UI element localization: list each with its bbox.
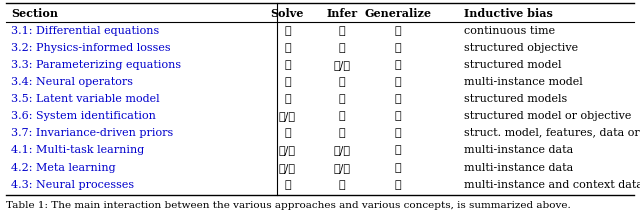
Text: Section: Section (11, 8, 58, 19)
Text: ✓: ✓ (394, 128, 401, 138)
Text: ✓/✗: ✓/✗ (279, 111, 296, 121)
Text: ✓/✗: ✓/✗ (333, 145, 351, 155)
Text: ✓: ✓ (284, 60, 291, 70)
Text: Infer: Infer (326, 8, 358, 19)
Text: ✓: ✓ (339, 111, 345, 121)
Text: continuous time: continuous time (464, 26, 556, 36)
Text: ✗: ✗ (284, 26, 291, 36)
Text: ✗: ✗ (394, 60, 401, 70)
Text: ✓: ✓ (339, 26, 345, 36)
Text: 3.7: Invariance-driven priors: 3.7: Invariance-driven priors (11, 128, 173, 138)
Text: multi-instance model: multi-instance model (464, 77, 583, 87)
Text: ✓/✗: ✓/✗ (333, 163, 351, 173)
Text: ✓: ✓ (394, 163, 401, 173)
Text: 3.1: Differential equations: 3.1: Differential equations (11, 26, 159, 36)
Text: multi-instance data: multi-instance data (464, 163, 573, 173)
Text: 4.2: Meta learning: 4.2: Meta learning (11, 163, 115, 173)
Text: ✓: ✓ (284, 180, 291, 190)
Text: structured objective: structured objective (464, 43, 579, 53)
Text: ✓/✗: ✓/✗ (279, 163, 296, 173)
Text: Generalize: Generalize (364, 8, 431, 19)
Text: Table 1: The main interaction between the various approaches and various concept: Table 1: The main interaction between th… (6, 201, 571, 210)
Text: ✓: ✓ (339, 94, 345, 104)
Text: multi-instance and context data: multi-instance and context data (464, 180, 640, 190)
Text: ✓: ✓ (284, 43, 291, 53)
Text: 3.3: Parameterizing equations: 3.3: Parameterizing equations (11, 60, 181, 70)
Text: ✓: ✓ (394, 180, 401, 190)
Text: structured model: structured model (464, 60, 562, 70)
Text: Inductive bias: Inductive bias (464, 8, 553, 19)
Text: ✗: ✗ (284, 77, 291, 87)
Text: structured models: structured models (464, 94, 568, 104)
Text: ✗: ✗ (394, 26, 401, 36)
Text: ✗: ✗ (394, 94, 401, 104)
Text: multi-instance data: multi-instance data (464, 145, 573, 155)
Text: 3.4: Neural operators: 3.4: Neural operators (11, 77, 132, 87)
Text: ✗: ✗ (394, 111, 401, 121)
Text: ✓: ✓ (339, 77, 345, 87)
Text: 3.5: Latent variable model: 3.5: Latent variable model (11, 94, 159, 104)
Text: struct. model, features, data or objective: struct. model, features, data or objecti… (464, 128, 640, 138)
Text: 4.3: Neural processes: 4.3: Neural processes (11, 180, 134, 190)
Text: ✗: ✗ (339, 180, 345, 190)
Text: ✗: ✗ (284, 94, 291, 104)
Text: ✗: ✗ (394, 43, 401, 53)
Text: 3.2: Physics-informed losses: 3.2: Physics-informed losses (11, 43, 170, 53)
Text: ✗: ✗ (339, 128, 345, 138)
Text: ✓/✗: ✓/✗ (333, 60, 351, 70)
Text: 4.1: Multi-task learning: 4.1: Multi-task learning (11, 145, 144, 155)
Text: ✓: ✓ (394, 145, 401, 155)
Text: 3.6: System identification: 3.6: System identification (11, 111, 156, 121)
Text: structured model or objective: structured model or objective (464, 111, 632, 121)
Text: ✓/✗: ✓/✗ (279, 145, 296, 155)
Text: Solve: Solve (271, 8, 304, 19)
Text: ✗: ✗ (339, 43, 345, 53)
Text: ✓: ✓ (394, 77, 401, 87)
Text: ✓: ✓ (284, 128, 291, 138)
